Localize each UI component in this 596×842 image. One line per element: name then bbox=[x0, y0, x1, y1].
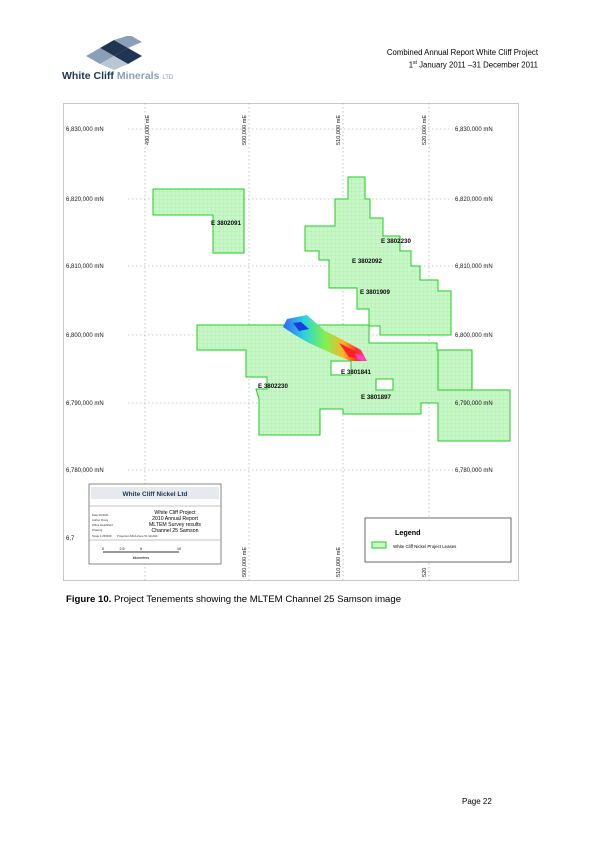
svg-text:Author Rusty: Author Rusty bbox=[92, 518, 109, 522]
tenement-label: E 3801897 bbox=[361, 394, 391, 401]
logo-mark-icon bbox=[86, 36, 142, 70]
project-leases bbox=[152, 176, 511, 442]
lease-mid-gap bbox=[330, 360, 352, 376]
logo-word-ltd: LTD bbox=[162, 75, 174, 81]
svg-text:0: 0 bbox=[102, 547, 104, 551]
map-legend: Legend White Cliff Nickel Project Leases bbox=[364, 517, 512, 563]
figure-caption: Figure 10. Project Tenements showing the… bbox=[66, 594, 401, 605]
svg-text:Projection MGA Zone 51 GDA94: Projection MGA Zone 51 GDA94 bbox=[117, 534, 158, 538]
lease-east-notch bbox=[437, 349, 473, 391]
logo-wordmark: White Cliff Minerals LTD bbox=[62, 70, 173, 82]
tenement-label: E 3802230 bbox=[258, 383, 288, 390]
northing-label-left: 6,830,000 mN bbox=[66, 127, 104, 133]
title-block-report: 2010 Annual Report bbox=[152, 516, 198, 522]
svg-text:2.5: 2.5 bbox=[120, 547, 125, 551]
report-title: Combined Annual Report White Cliff Proje… bbox=[386, 48, 538, 57]
report-header: Combined Annual Report White Cliff Proje… bbox=[387, 48, 538, 71]
map-title-block: White Cliff Nickel Ltd White Cliff Proje… bbox=[88, 483, 222, 565]
company-logo bbox=[86, 36, 142, 70]
svg-text:kilometres: kilometres bbox=[133, 556, 150, 560]
northing-label-left: 6,810,000 mN bbox=[66, 264, 104, 270]
report-period: 1st January 2011 –31 December 2011 bbox=[408, 60, 538, 70]
easting-label-bottom: 510,000 mE bbox=[336, 547, 342, 577]
tenement-label: E 3802091 bbox=[211, 220, 241, 227]
svg-text:Scale 1:250000: Scale 1:250000 bbox=[92, 534, 112, 538]
title-block-channel: Channel 25 Samson bbox=[151, 528, 198, 534]
svg-text:Drawing: Drawing bbox=[92, 528, 103, 532]
northing-label-left: 6,790,000 mN bbox=[66, 401, 104, 407]
legend-swatch-icon bbox=[371, 541, 387, 549]
northing-label-left: 6,7 bbox=[66, 536, 75, 542]
northing-label-right: 6,800,000 mN bbox=[455, 333, 493, 339]
lease-e3802091 bbox=[152, 188, 245, 254]
lease-north-block bbox=[304, 176, 452, 336]
northing-label-left: 6,780,000 mN bbox=[66, 468, 104, 474]
page-number: Page 22 bbox=[462, 797, 492, 806]
figure-caption-text: Project Tenements showing the MLTEM Chan… bbox=[111, 594, 402, 605]
tenement-label: E 3801909 bbox=[360, 289, 390, 296]
tenement-label: E 3802230 bbox=[381, 238, 411, 245]
tenement-label: E 3801841 bbox=[341, 369, 371, 376]
northing-label-right: 6,790,000 mN bbox=[455, 401, 493, 407]
svg-text:5: 5 bbox=[140, 547, 142, 551]
title-block-company: White Cliff Nickel Ltd bbox=[123, 491, 188, 498]
northing-label-left: 6,820,000 mN bbox=[66, 197, 104, 203]
easting-label-top: 520,000 mE bbox=[422, 115, 428, 145]
title-block-survey: MLTEM Survey results bbox=[149, 522, 201, 528]
easting-label-top: 500,000 mE bbox=[242, 115, 248, 145]
lease-gap-2 bbox=[375, 378, 394, 391]
title-block-project: White Cliff Project bbox=[154, 510, 196, 516]
northing-label-right: 6,830,000 mN bbox=[455, 127, 493, 133]
figure-label: Figure 10. bbox=[66, 594, 112, 605]
easting-label-top: 490,000 mE bbox=[145, 115, 151, 145]
northing-label-right: 6,780,000 mN bbox=[455, 468, 493, 474]
logo-word-secondary: Minerals bbox=[116, 70, 160, 82]
svg-text:Date 06/2011: Date 06/2011 bbox=[92, 513, 109, 517]
northing-label-right: 6,810,000 mN bbox=[455, 264, 493, 270]
logo-word-primary: White Cliff bbox=[62, 70, 114, 82]
tenement-map: E 3802091 E 3802230 E 3802092 E 3801909 … bbox=[63, 103, 519, 581]
legend-title: Legend bbox=[395, 528, 421, 537]
tenement-label: E 3802092 bbox=[352, 258, 382, 265]
northing-label-right: 6,820,000 mN bbox=[455, 197, 493, 203]
northing-label-left: 6,800,000 mN bbox=[66, 333, 104, 339]
svg-text:10: 10 bbox=[177, 547, 181, 551]
svg-text:Office Heathfield: Office Heathfield bbox=[92, 523, 113, 527]
mltem-anomaly-image bbox=[283, 315, 367, 361]
legend-item-label: White Cliff Nickel Project Leases bbox=[393, 544, 457, 549]
easting-label-bottom: 500,000 mE bbox=[242, 547, 248, 577]
easting-label-top: 510,000 mE bbox=[336, 115, 342, 145]
easting-label-bottom: 520 bbox=[422, 568, 428, 577]
